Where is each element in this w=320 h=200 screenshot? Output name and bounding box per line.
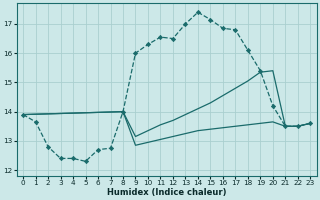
- X-axis label: Humidex (Indice chaleur): Humidex (Indice chaleur): [107, 188, 227, 197]
